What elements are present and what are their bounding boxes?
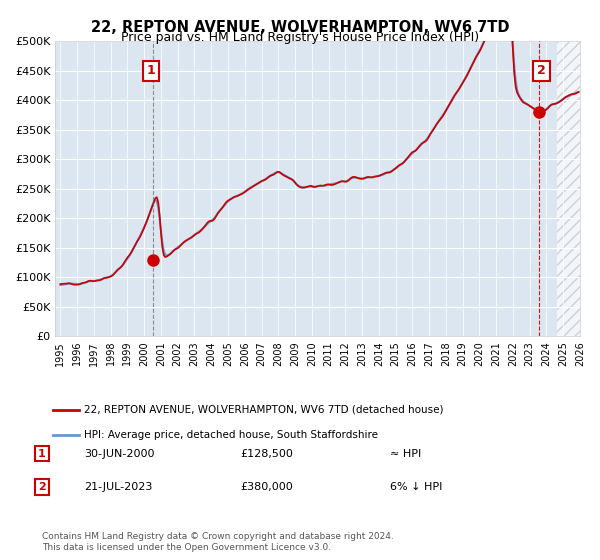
Bar [557, 41, 580, 336]
Text: £128,500: £128,500 [240, 449, 293, 459]
Text: 22, REPTON AVENUE, WOLVERHAMPTON, WV6 7TD: 22, REPTON AVENUE, WOLVERHAMPTON, WV6 7T… [91, 20, 509, 35]
Text: £380,000: £380,000 [240, 482, 293, 492]
Text: Contains HM Land Registry data © Crown copyright and database right 2024.
This d: Contains HM Land Registry data © Crown c… [42, 532, 394, 552]
Text: 22, REPTON AVENUE, WOLVERHAMPTON, WV6 7TD (detached house): 22, REPTON AVENUE, WOLVERHAMPTON, WV6 7T… [84, 405, 444, 415]
Text: HPI: Average price, detached house, South Staffordshire: HPI: Average price, detached house, Sout… [84, 430, 378, 440]
Text: Price paid vs. HM Land Registry's House Price Index (HPI): Price paid vs. HM Land Registry's House … [121, 31, 479, 44]
Text: 1: 1 [38, 449, 46, 459]
Text: 6% ↓ HPI: 6% ↓ HPI [390, 482, 442, 492]
Text: 21-JUL-2023: 21-JUL-2023 [84, 482, 152, 492]
Text: 2: 2 [537, 64, 546, 77]
Text: ≈ HPI: ≈ HPI [390, 449, 421, 459]
Bar [557, 41, 580, 336]
Text: 30-JUN-2000: 30-JUN-2000 [84, 449, 155, 459]
Text: 2: 2 [38, 482, 46, 492]
Text: 1: 1 [146, 64, 155, 77]
